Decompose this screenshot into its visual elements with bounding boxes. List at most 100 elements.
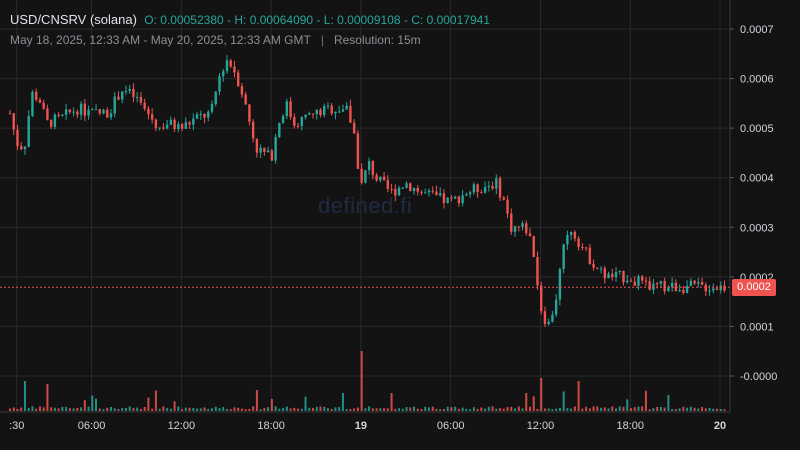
volume-bar [682,406,685,411]
time-tick-label: 20 [714,420,726,432]
volume-bar [270,398,273,411]
volume-bar [124,407,127,411]
volume-bar [255,390,258,411]
volume-bar [229,409,232,411]
volume-bar [300,408,303,411]
candle-body [405,183,408,188]
volume-bar [240,408,243,411]
volume-bar [252,406,255,411]
candle-body [693,280,696,284]
volume-bar [110,406,113,411]
volume-bar [330,408,333,411]
candle-body [192,118,195,125]
candle-body [569,231,573,235]
time-tick-label: :30 [9,420,24,432]
volume-bar [674,409,677,411]
candle-body [240,86,244,95]
volume-bar [394,408,397,411]
price-tick-label: 0.0007 [740,24,774,36]
candle-body [124,90,128,92]
volume-bar [671,408,674,411]
candle-body [34,91,38,100]
candle-body [255,138,259,153]
candle-body [626,280,629,283]
volume-bar [113,408,116,411]
candle-body [506,199,509,214]
candle-body [558,269,562,300]
volume-bar [454,406,457,411]
volume-bar [502,408,505,411]
volume-bar [401,408,404,411]
volume-bar [214,406,217,411]
candle-body [214,91,217,105]
candle-body [577,238,580,248]
candle-body [637,276,640,286]
candle-body [465,194,468,196]
candle-body [450,197,453,199]
low-label: L: [323,13,334,27]
time-tick-label: 06:00 [78,420,106,432]
volume-bar [487,406,490,411]
candle-body [723,285,726,291]
volume-bar [289,408,292,411]
candle-body [113,96,116,114]
volume-bar [151,408,154,411]
candle-body [566,234,569,245]
volume-bar [626,399,629,411]
candle-body [162,127,165,129]
volume-bar [308,407,311,411]
volume-bar [117,408,120,411]
candle-body [296,125,300,127]
candle-body [431,190,434,192]
candle-body [382,176,386,180]
candle-body [495,178,498,189]
volume-bar [72,408,75,411]
time-axis: :30 06:00 12:00 18:00 19 06:00 12:00 18:00 20 [9,420,726,432]
volume-bar [615,408,618,411]
volume-bar [536,408,539,411]
grid [0,0,730,412]
candle-body [603,268,606,279]
volume-bar [427,407,430,411]
volume-bar [35,408,38,411]
candles [8,55,726,328]
volume-bar [719,408,722,411]
volume-bar [154,390,157,411]
candle-body [274,137,277,161]
price-tick-label: 0.0005 [740,123,774,135]
close-label: C: [411,13,424,27]
candle-body [457,196,461,204]
candle-body [607,273,610,279]
volume-bar [218,408,221,411]
volume-bar [457,408,460,411]
volume-bar [244,409,247,411]
candle-body [158,127,161,129]
candle-body [453,196,457,199]
volume-bar [57,408,60,411]
volume-bar [697,408,700,411]
volume-bar [53,407,56,411]
candle-body [334,111,337,114]
candle-body [352,122,356,134]
candle-body [517,226,520,228]
candle-body [543,311,547,325]
volume-bar [158,408,161,411]
volume-bar [285,406,288,411]
volume-bar [95,398,98,411]
candle-body [207,111,210,118]
volume-bar [648,409,651,411]
candle-body [412,187,416,191]
candle-body [618,270,621,273]
candle-body [547,321,550,325]
candle-body [375,175,378,181]
volume-bar [461,407,464,411]
volume-bar [267,407,270,411]
volume-bar [558,407,561,411]
candle-body [263,147,266,152]
volume-bar [716,408,719,411]
candle-body [311,113,315,115]
candle-body [562,244,565,270]
volume-bar [128,406,131,411]
volume-bar [581,408,584,411]
